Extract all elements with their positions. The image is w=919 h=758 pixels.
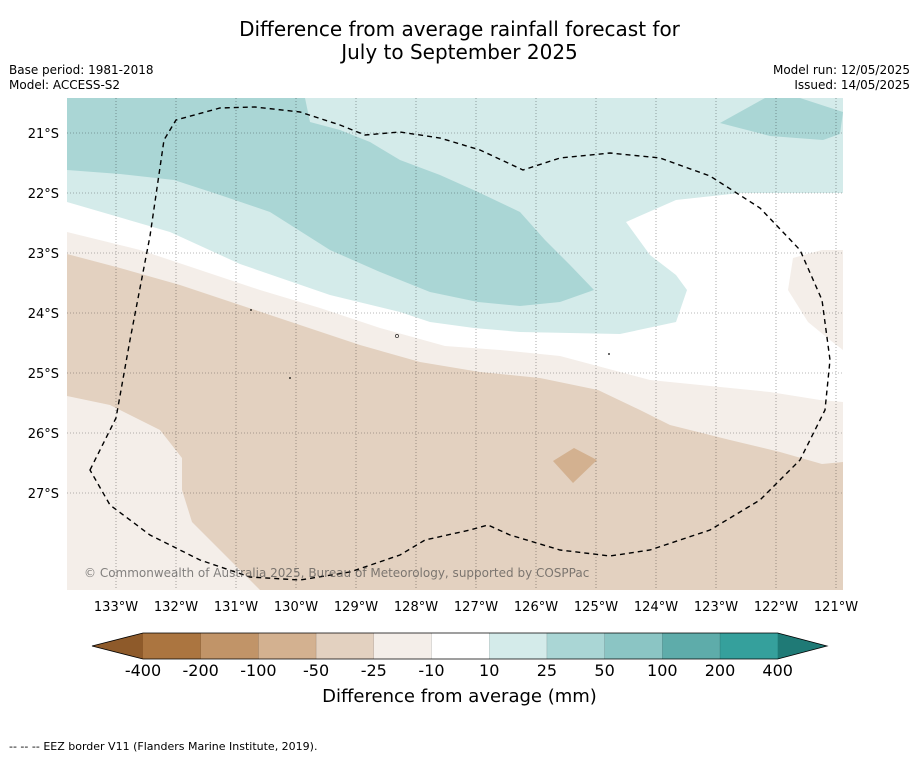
colorbar-segment bbox=[720, 633, 779, 659]
lat-label: 22°S bbox=[28, 187, 59, 202]
eez-legend-text: EEZ border V11 (Flanders Marine Institut… bbox=[43, 740, 318, 753]
lon-label: 127°W bbox=[454, 600, 498, 615]
colorbar-tick-label: -200 bbox=[182, 661, 219, 680]
colorbar-tick-label: 25 bbox=[536, 661, 558, 680]
colorbar-segment bbox=[546, 633, 606, 659]
model-run-text: Model run: 12/05/2025 bbox=[772, 63, 910, 77]
lon-label: 121°W bbox=[814, 600, 858, 615]
lon-label: 122°W bbox=[754, 600, 798, 615]
lon-label: 132°W bbox=[154, 600, 198, 615]
island-marker bbox=[395, 334, 399, 338]
colorbar-segment bbox=[200, 633, 259, 659]
lon-label: 128°W bbox=[394, 600, 438, 615]
colorbar-segment bbox=[604, 633, 663, 659]
longitude-gridlines bbox=[115, 98, 837, 590]
colorbar-tick-label: -400 bbox=[124, 661, 162, 680]
lon-label: 130°W bbox=[274, 600, 318, 615]
colorbar-segment bbox=[316, 633, 375, 659]
base-period-text: Base period: 1981-2018 bbox=[9, 63, 154, 77]
latitude-gridlines bbox=[67, 132, 843, 494]
colorbar-tick-label: 50 bbox=[594, 661, 615, 680]
colorbar-segment bbox=[373, 633, 432, 659]
band-minus-100-patch bbox=[553, 448, 597, 483]
colorbar-title: Difference from average (mm) bbox=[322, 686, 597, 707]
island-marker bbox=[289, 377, 291, 379]
run-info: Model run: 12/05/2025 Issued: 14/05/2025 bbox=[773, 63, 910, 93]
colorbar-segment bbox=[258, 633, 317, 659]
colorbar-tick-label: 10 bbox=[479, 661, 500, 680]
eez-dash-symbol: -- -- -- bbox=[9, 740, 40, 753]
island-marker bbox=[608, 353, 610, 355]
latitude-labels: 21°S 22°S 23°S 24°S 25°S 26°S 27°S bbox=[28, 127, 59, 502]
title-line-2: July to September 2025 bbox=[341, 40, 578, 64]
lon-label: 123°W bbox=[694, 600, 738, 615]
issued-text: Issued: 14/05/2025 bbox=[794, 78, 910, 92]
lat-label: 25°S bbox=[28, 367, 59, 382]
longitude-labels: 133°W 132°W 131°W 130°W 129°W 128°W 127°… bbox=[94, 600, 858, 615]
band-plus-25-northeast bbox=[720, 98, 843, 140]
colorbar-segment bbox=[662, 633, 721, 659]
band-plus-25 bbox=[67, 98, 594, 306]
island-marker bbox=[250, 309, 252, 311]
lon-label: 125°W bbox=[574, 600, 618, 615]
copyright-text: © Commonwealth of Australia 2025, Bureau… bbox=[84, 566, 589, 580]
lat-label: 24°S bbox=[28, 307, 59, 322]
colorbar-tick-label: -100 bbox=[240, 661, 277, 680]
colorbar-tick-label: 100 bbox=[647, 661, 678, 680]
colorbar-tick-label: 200 bbox=[704, 661, 736, 680]
eez-border bbox=[89, 106, 831, 581]
colorbar-tick-label: -50 bbox=[303, 661, 330, 680]
lat-label: 21°S bbox=[28, 127, 59, 142]
lon-label: 129°W bbox=[334, 600, 378, 615]
chart-title: Difference from average rainfall forecas… bbox=[0, 18, 919, 64]
lon-label: 126°W bbox=[514, 600, 558, 615]
model-info: Base period: 1981-2018 Model: ACCESS-S2 bbox=[9, 63, 154, 93]
lat-label: 26°S bbox=[28, 427, 59, 442]
colorbar bbox=[91, 632, 829, 660]
lat-label: 27°S bbox=[28, 487, 59, 502]
eez-legend: -- -- -- EEZ border V11 (Flanders Marine… bbox=[9, 740, 317, 753]
colorbar-under-arrow bbox=[92, 633, 143, 659]
colorbar-tick-label: 400 bbox=[762, 661, 793, 680]
colorbar-tick-label: -10 bbox=[418, 661, 445, 680]
model-name-text: Model: ACCESS-S2 bbox=[9, 78, 121, 92]
colorbar-segment bbox=[431, 633, 490, 659]
lat-label: 23°S bbox=[28, 247, 59, 262]
colorbar-segment bbox=[489, 633, 548, 659]
lon-label: 124°W bbox=[634, 600, 678, 615]
title-line-1: Difference from average rainfall forecas… bbox=[239, 17, 680, 41]
rainfall-map: © Commonwealth of Australia 2025, Bureau… bbox=[67, 98, 843, 590]
colorbar-segment bbox=[143, 633, 202, 659]
colorbar-over-arrow bbox=[777, 633, 827, 659]
lon-label: 133°W bbox=[94, 600, 138, 615]
lon-label: 131°W bbox=[214, 600, 258, 615]
colorbar-outline bbox=[91, 632, 829, 660]
colorbar-tick-label: -25 bbox=[360, 661, 387, 680]
band-minus-25-east-pocket bbox=[788, 250, 843, 350]
